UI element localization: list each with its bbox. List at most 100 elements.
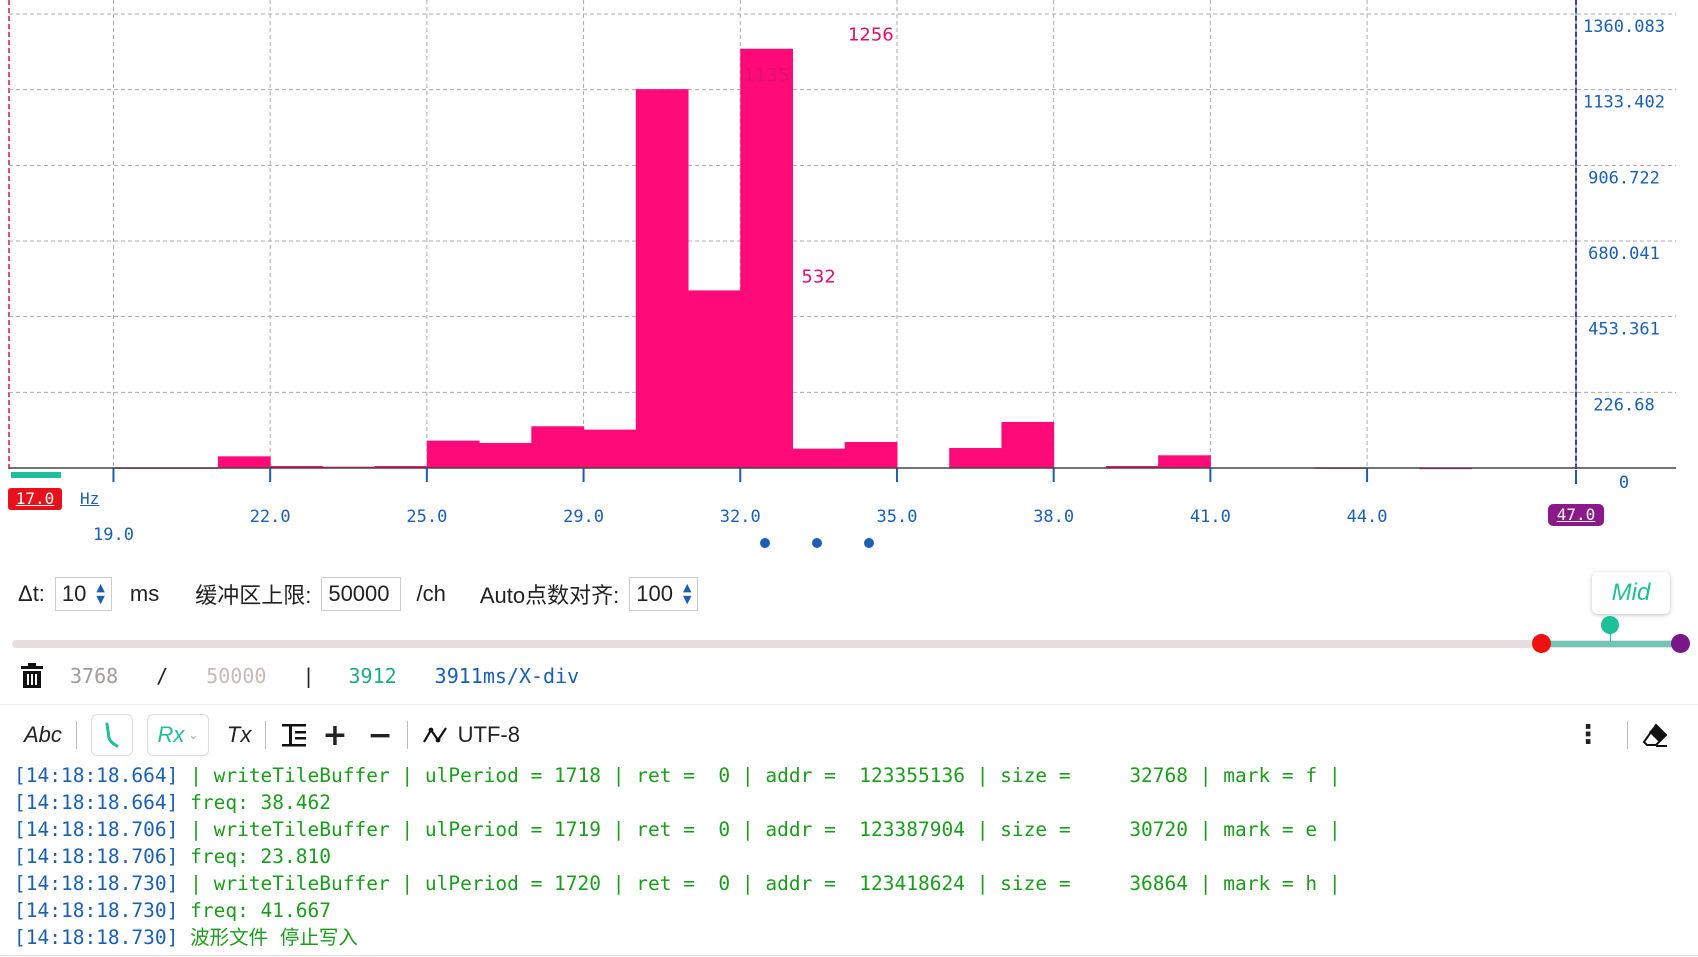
divider xyxy=(0,704,1698,705)
histogram-bar[interactable] xyxy=(740,48,793,469)
log-line: [14:18:18.730] 波形文件 停止写入 xyxy=(14,924,1694,951)
arrow-down-icon[interactable]: ▼ xyxy=(682,593,692,606)
trash-icon[interactable] xyxy=(20,663,44,689)
text-format-icon[interactable] xyxy=(280,721,308,749)
log-message: freq: 23.810 xyxy=(178,845,331,868)
slider-mid-knob[interactable] xyxy=(1601,616,1619,634)
buffer-label: 缓冲区上限: xyxy=(195,583,312,608)
x-tick-label: 29.0 xyxy=(563,507,604,527)
y-tick-label: 453.361 xyxy=(1588,320,1660,340)
rx-toggle-button[interactable]: Rx ⌄ xyxy=(146,714,209,756)
log-timestamp: [14:18:18.730] xyxy=(14,926,179,949)
histogram-bar[interactable] xyxy=(217,456,271,468)
eraser-icon[interactable] xyxy=(1642,723,1668,747)
y-tick-label: 1133.402 xyxy=(1583,93,1665,113)
histogram-bar[interactable] xyxy=(635,89,689,468)
range-slider-track[interactable] xyxy=(12,640,1682,648)
mid-button[interactable]: Mid xyxy=(1592,572,1670,614)
x-tick-label: 44.0 xyxy=(1347,507,1388,527)
histogram-bar[interactable] xyxy=(270,465,323,468)
chevron-down-icon: ⌄ xyxy=(188,728,199,742)
log-line: [14:18:18.664] freq: 38.462 xyxy=(14,789,1694,816)
histogram-bar[interactable] xyxy=(949,447,1002,468)
x-tick-label: 19.0 xyxy=(93,525,134,545)
bar-data-label: 532 xyxy=(801,266,835,287)
log-message: | writeTileBuffer | ulPeriod = 1720 | re… xyxy=(178,872,1341,895)
abc-button[interactable]: Abc xyxy=(24,722,62,747)
status-row: 3768 / 50000 | 3912 3911ms/X-div xyxy=(0,658,1698,694)
histogram-bar[interactable] xyxy=(844,441,898,468)
page-dot[interactable] xyxy=(760,538,770,548)
log-timestamp: [14:18:18.730] xyxy=(14,872,179,895)
histogram-bar[interactable] xyxy=(688,290,741,468)
terminal-log[interactable]: [14:18:18.664] | writeTileBuffer | ulPer… xyxy=(14,762,1694,951)
log-message: | writeTileBuffer | ulPeriod = 1719 | re… xyxy=(178,818,1341,841)
x-div-readout: 3911ms/X-div xyxy=(434,664,580,688)
log-timestamp: [14:18:18.706] xyxy=(14,818,179,841)
log-message: 波形文件 停止写入 xyxy=(178,926,358,949)
log-timestamp: [14:18:18.664] xyxy=(14,764,179,787)
bar-data-label: 1256 xyxy=(848,25,894,46)
histogram-bar[interactable] xyxy=(479,442,532,468)
page-dot[interactable] xyxy=(864,538,874,548)
x-tick-label: 38.0 xyxy=(1033,507,1074,527)
right-cursor-label[interactable]: 47.0 xyxy=(1548,504,1604,526)
encoding-selector[interactable]: UTF-8 xyxy=(457,722,520,747)
x-unit-label[interactable]: Hz xyxy=(80,489,100,508)
log-timestamp: [14:18:18.706] xyxy=(14,845,179,868)
status-slash: / xyxy=(156,664,169,688)
x-tick-label: 25.0 xyxy=(406,507,447,527)
settings-row: Δt: 10 ▲ ▼ ms 缓冲区上限: 50000 /ch Auto点数对齐: … xyxy=(0,572,1698,616)
histogram-bar[interactable] xyxy=(583,429,637,468)
buffer-value[interactable]: 50000 xyxy=(328,581,390,606)
dt-spin-arrows[interactable]: ▲ ▼ xyxy=(92,582,110,606)
auto-align-spinbox[interactable]: 100 ▲ ▼ xyxy=(629,577,699,611)
histogram-bar[interactable] xyxy=(1105,465,1159,468)
histogram-bar[interactable] xyxy=(792,448,846,468)
log-message: freq: 38.462 xyxy=(178,791,331,814)
log-line: [14:18:18.664] | writeTileBuffer | ulPer… xyxy=(14,762,1694,789)
histogram-bar[interactable] xyxy=(374,465,428,468)
histogram-bar[interactable] xyxy=(1001,421,1055,468)
waveform-icon[interactable] xyxy=(422,724,450,746)
range-slider-selection[interactable] xyxy=(1541,641,1681,647)
timestamp-toggle-icon[interactable] xyxy=(90,714,133,756)
log-message: freq: 41.667 xyxy=(178,899,331,922)
page-dot[interactable] xyxy=(812,538,822,548)
y-tick-label: 680.041 xyxy=(1588,244,1660,264)
buffer-input[interactable]: 50000 xyxy=(321,577,401,611)
bottom-border xyxy=(0,955,1698,956)
histogram-svg[interactable]: 1135 532 1256 1360.083 1133.402 906.722 680.0… xyxy=(0,0,1698,560)
histogram-bar[interactable] xyxy=(1158,455,1211,468)
dt-label: Δt: xyxy=(18,581,45,606)
log-line: [14:18:18.730] freq: 41.667 xyxy=(14,897,1694,924)
tx-button[interactable]: Tx xyxy=(226,722,252,747)
left-cursor-label[interactable]: 17.0 xyxy=(8,488,62,510)
log-timestamp: [14:18:18.730] xyxy=(14,899,179,922)
bar-data-label: 1135 xyxy=(743,65,789,86)
points-count: 3912 xyxy=(348,664,397,688)
minus-icon[interactable]: − xyxy=(367,717,393,753)
auto-align-value[interactable]: 100 xyxy=(636,581,673,606)
auto-spin-arrows[interactable]: ▲ ▼ xyxy=(679,582,697,606)
rx-label: Rx xyxy=(157,722,185,747)
arrow-up-icon[interactable]: ▲ xyxy=(682,581,692,594)
log-message: | writeTileBuffer | ulPeriod = 1718 | re… xyxy=(178,764,1341,787)
arrow-down-icon[interactable]: ▼ xyxy=(96,593,105,606)
plus-icon[interactable]: + xyxy=(322,717,348,753)
histogram-bar[interactable] xyxy=(426,440,480,468)
histogram-chart[interactable]: 1135 532 1256 1360.083 1133.402 906.722 680.0… xyxy=(0,0,1698,560)
slider-right-knob[interactable] xyxy=(1671,634,1690,653)
y-tick-label: 1360.083 xyxy=(1583,17,1665,37)
terminal-toolbar: Abc Rx ⌄ Tx + − UTF-8 ⋮ xyxy=(0,712,1698,758)
range-indicator-bar xyxy=(11,472,61,478)
separator xyxy=(1627,721,1628,749)
dt-spinbox[interactable]: 10 ▲ ▼ xyxy=(54,577,112,611)
page-indicator[interactable] xyxy=(760,538,874,548)
buffer-max: 50000 xyxy=(206,664,267,688)
histogram-bar[interactable] xyxy=(531,426,585,468)
dt-value[interactable]: 10 xyxy=(61,581,87,606)
slider-left-knob[interactable] xyxy=(1532,634,1551,653)
arrow-up-icon[interactable]: ▲ xyxy=(96,581,105,594)
more-menu-icon[interactable]: ⋮ xyxy=(1575,720,1601,750)
